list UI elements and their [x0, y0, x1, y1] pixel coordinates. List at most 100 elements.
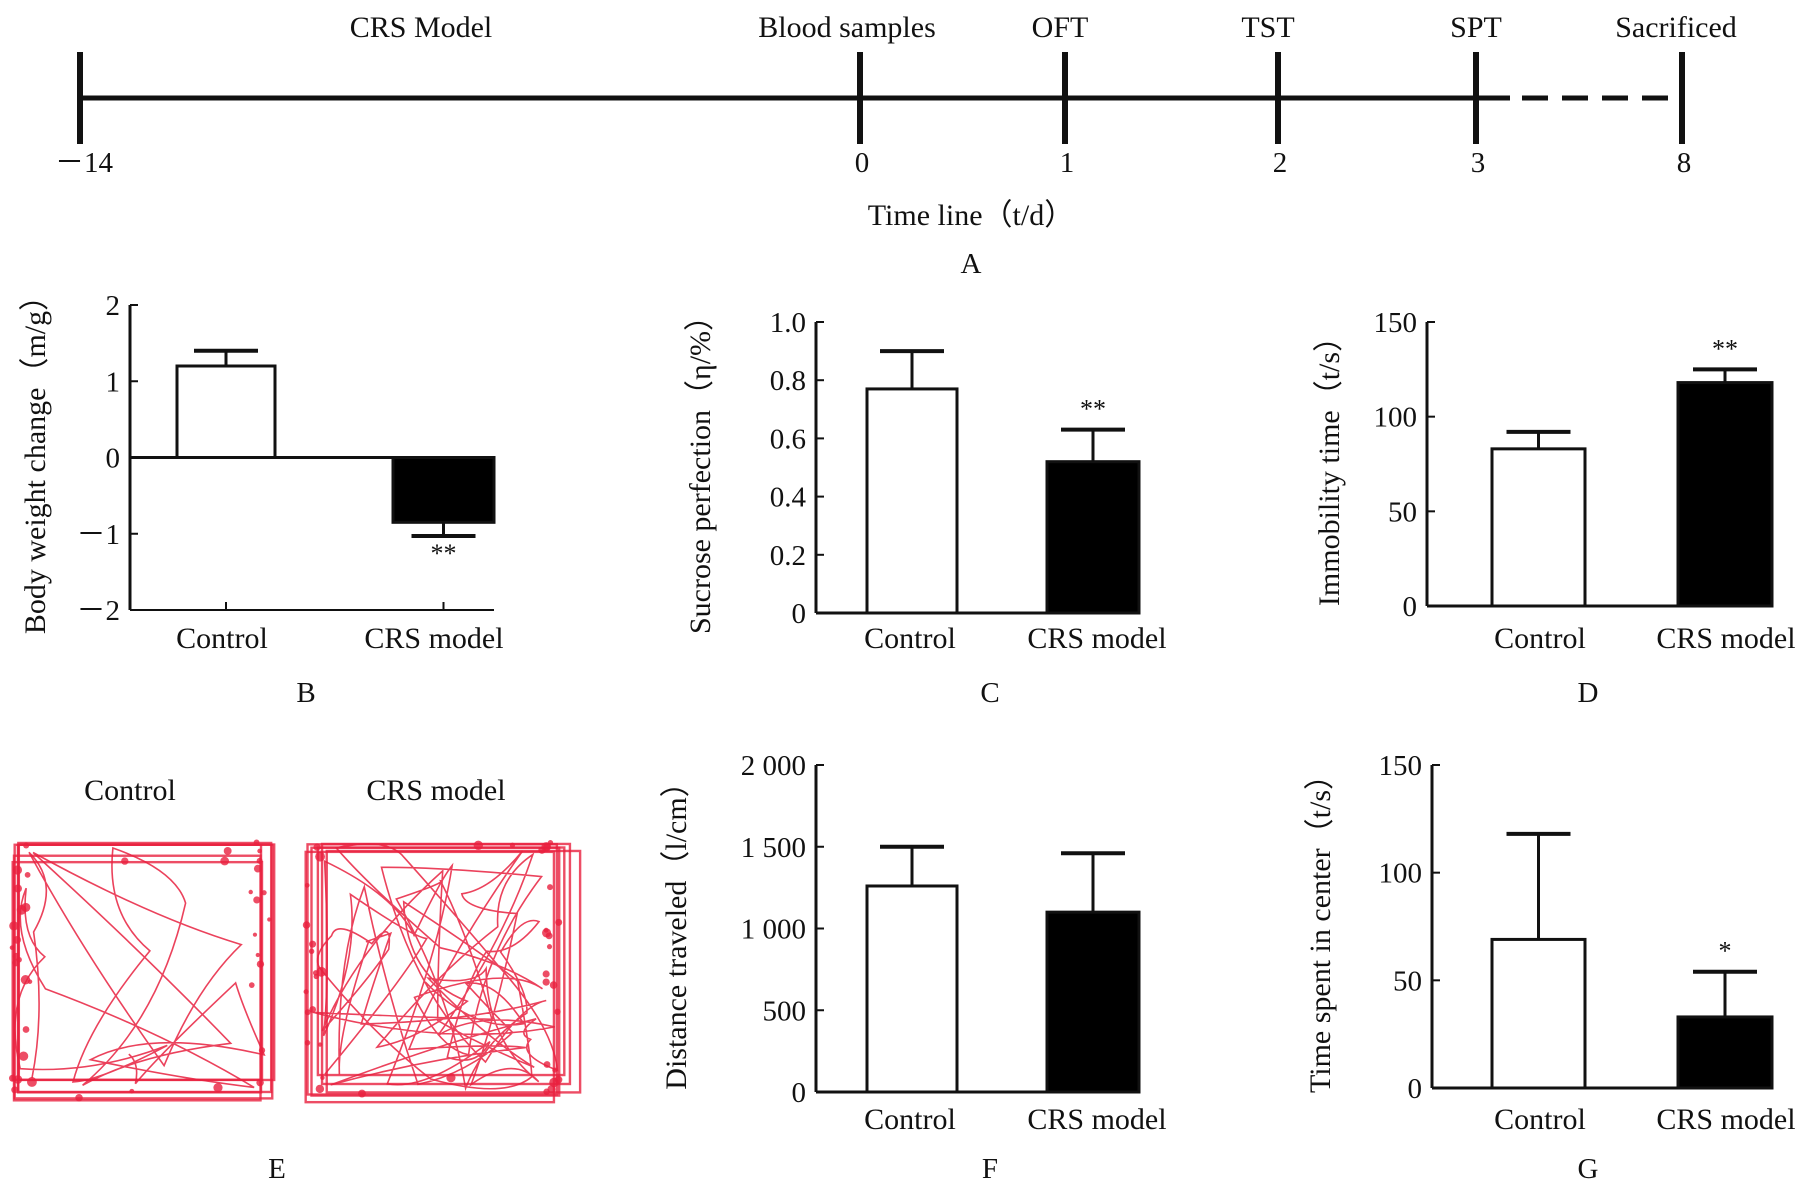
trace-knot — [554, 1008, 561, 1015]
category-label: CRS model — [1027, 622, 1166, 655]
trace-knot — [315, 1084, 325, 1094]
y-tick-label: 0.4 — [770, 482, 807, 514]
trace-knot — [27, 979, 33, 984]
trace-knot — [555, 918, 563, 926]
trace-knot — [257, 848, 262, 854]
y-tick-label: 0 — [106, 443, 121, 475]
trace-knot — [313, 973, 319, 980]
y-tick-label: 1.0 — [770, 307, 806, 339]
trace-knot — [547, 1085, 556, 1094]
chart-g: 150 100 50 0 Time spent in center（t/s） Contro… — [1304, 750, 1796, 1185]
trace-knot — [552, 1067, 558, 1073]
trace-knot — [304, 1039, 311, 1046]
timeline-event-label: TST — [1241, 11, 1294, 44]
trace-knot — [256, 857, 263, 864]
trace-knot — [267, 917, 272, 922]
trace-knot — [315, 851, 326, 862]
open-field-trace-panel: Control CRS model E — [8, 774, 582, 1185]
trace-knot — [129, 1088, 135, 1094]
trace-knot — [26, 1077, 37, 1087]
y-tick-label: －2 — [76, 595, 120, 627]
trace-knot — [9, 945, 15, 950]
y-tick-label: 0 — [1403, 591, 1418, 623]
y-tick-label: 1 500 — [741, 832, 806, 864]
trace-control-image — [8, 839, 276, 1102]
trace-knot — [121, 857, 129, 865]
timeline-event-label: OFT — [1032, 11, 1089, 44]
bar-control — [175, 364, 277, 459]
category-label: Control — [1494, 1103, 1586, 1136]
timeline-xlabel: Time line（t/d） — [868, 199, 1074, 232]
trace-knot — [255, 952, 260, 958]
y-tick-label: 0 — [792, 1077, 807, 1109]
trace-knot — [473, 840, 483, 851]
bar-model — [391, 456, 496, 524]
trace-knot — [543, 843, 551, 851]
bar-control — [865, 884, 959, 1094]
trace-knot — [12, 959, 20, 967]
trace-knot — [13, 936, 21, 944]
timeline-event-label: SPT — [1450, 11, 1502, 44]
trace-knot — [320, 1075, 325, 1080]
panel-letter-a: A — [961, 248, 982, 280]
trace-path — [313, 843, 559, 1092]
timeline-day-label: 0 — [855, 147, 870, 179]
trace-knot — [253, 839, 260, 846]
trace-knot — [446, 1073, 456, 1083]
trace-knot — [304, 1009, 311, 1016]
trace-knot — [11, 1086, 19, 1094]
category-label: Control — [864, 622, 956, 655]
panel-letter-f: F — [982, 1153, 998, 1185]
y-axis-title: Body weight change（m/g） — [19, 281, 52, 634]
trace-knot — [542, 970, 550, 978]
panel-letter-e: E — [268, 1153, 286, 1185]
timeline-day-label: 2 — [1273, 147, 1288, 179]
significance-marker: * — [1719, 937, 1732, 966]
timeline-day-label: 1 — [1060, 147, 1075, 179]
y-tick-label: 150 — [1379, 750, 1423, 782]
y-axis-title: Sucrose perfection（η/%） — [684, 301, 717, 634]
significance-marker: ** — [1080, 395, 1106, 424]
trace-knot — [317, 1042, 323, 1047]
chart-b: 2 1 0 －1 －2 Body weight change（m/g） Control ** C… — [19, 281, 504, 709]
trace-knot — [509, 842, 516, 848]
trace-knot — [22, 1026, 30, 1033]
trace-knot — [546, 944, 553, 950]
category-label: CRS model — [364, 622, 503, 655]
timeline-day-label: 3 — [1471, 147, 1486, 179]
y-tick-label: 50 — [1393, 965, 1422, 997]
y-axis-title: Distance traveled（l/cm） — [660, 767, 693, 1089]
trace-knot — [313, 843, 321, 851]
trace-knot — [24, 871, 31, 878]
trace-knot — [253, 896, 261, 904]
chart-c: 1.0 0.8 0.6 0.4 0.2 0 Sucrose perfection（η/%） C… — [684, 301, 1167, 709]
y-tick-label: 0.6 — [770, 423, 806, 455]
significance-marker: ** — [431, 539, 457, 568]
bar-model — [1045, 460, 1141, 615]
trace-knot — [13, 884, 22, 893]
trace-label-control: Control — [84, 774, 176, 807]
y-tick-label: 0 — [792, 598, 807, 630]
chart-d: 150 100 50 0 Immobility time（t/s） Control ** CR… — [1313, 307, 1796, 709]
category-label: CRS model — [1656, 1103, 1795, 1136]
trace-label-model: CRS model — [366, 774, 505, 807]
trace-knot — [302, 921, 311, 929]
trace-knot — [316, 966, 327, 977]
category-label: Control — [864, 1103, 956, 1136]
trace-knot — [256, 960, 265, 968]
category-label: Control — [1494, 622, 1586, 655]
trace-knot — [213, 1083, 223, 1093]
y-axis-title: Time spent in center（t/s） — [1304, 760, 1337, 1093]
trace-path — [14, 846, 266, 1089]
bar-control — [865, 387, 959, 615]
bar-control — [1490, 937, 1587, 1090]
y-tick-label: 0 — [1408, 1073, 1423, 1105]
panel-letter-c: C — [980, 677, 999, 709]
y-tick-label: 2 000 — [741, 750, 806, 782]
trace-knot — [23, 842, 30, 849]
trace-border-path — [17, 841, 273, 1094]
trace-knot — [248, 982, 255, 989]
trace-border-path — [11, 860, 264, 1081]
y-tick-label: 2 — [106, 290, 121, 322]
